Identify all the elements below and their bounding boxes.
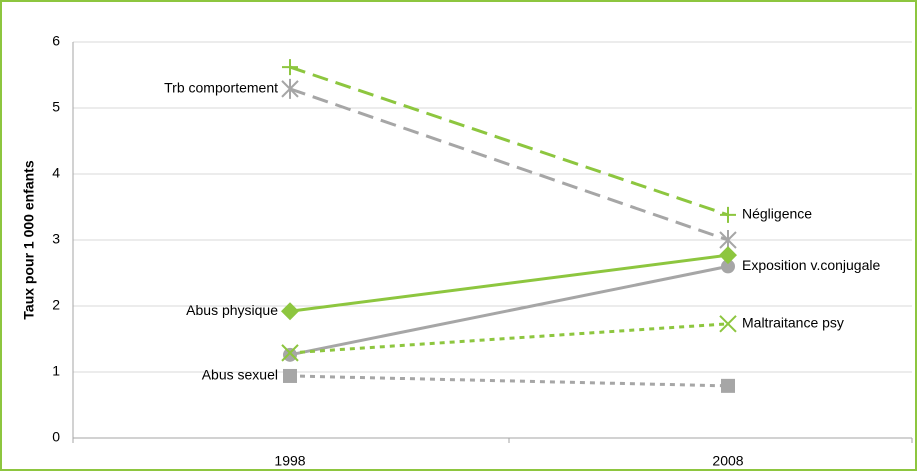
line bbox=[289, 264, 729, 357]
series-label: Exposition v.conjugale bbox=[742, 257, 880, 273]
series-label: Abus sexuel bbox=[202, 367, 278, 383]
marker bbox=[719, 315, 737, 333]
y-tick-label: 6 bbox=[52, 33, 60, 49]
marker bbox=[283, 347, 297, 362]
series-label: Maltraitance psy bbox=[742, 315, 844, 331]
marker bbox=[281, 344, 299, 362]
y-tick-label: 5 bbox=[52, 99, 60, 115]
series-label: Négligence bbox=[742, 206, 812, 222]
y-axis-title: Taux pour 1 000 enfants bbox=[21, 160, 37, 319]
y-tick-label: 0 bbox=[52, 429, 60, 445]
y-tick-label: 3 bbox=[52, 231, 60, 247]
line bbox=[289, 87, 729, 242]
marker bbox=[282, 59, 298, 76]
line bbox=[289, 322, 729, 355]
line bbox=[289, 253, 729, 313]
marker bbox=[719, 246, 737, 265]
marker bbox=[721, 378, 735, 393]
x-tick-label: 1998 bbox=[274, 453, 305, 469]
line bbox=[289, 65, 729, 217]
series-label: Abus physique bbox=[186, 302, 278, 318]
marker bbox=[283, 368, 297, 383]
y-tick-label: 4 bbox=[52, 165, 60, 181]
marker bbox=[281, 78, 299, 99]
line bbox=[289, 374, 729, 388]
marker bbox=[721, 259, 735, 274]
series-label: Trb comportement bbox=[164, 80, 278, 96]
marker bbox=[720, 206, 736, 223]
x-tick-label: 2008 bbox=[712, 453, 743, 469]
y-tick-label: 1 bbox=[52, 363, 60, 379]
y-tick-label: 2 bbox=[52, 297, 60, 313]
marker bbox=[281, 302, 299, 321]
